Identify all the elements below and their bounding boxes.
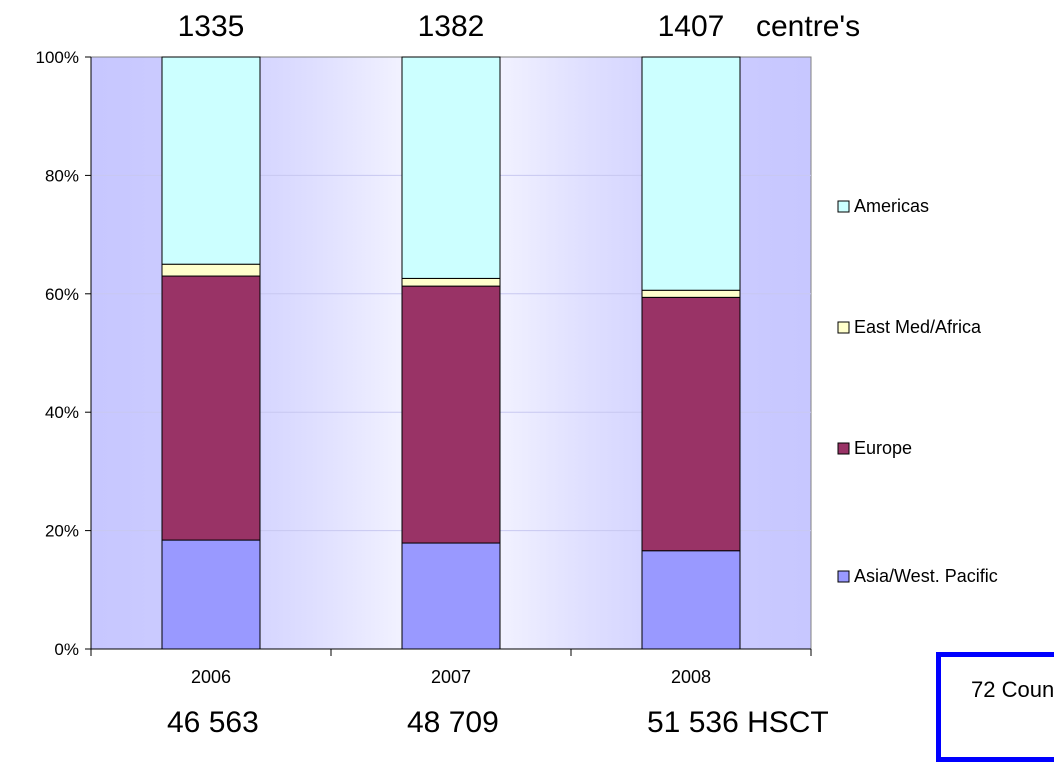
countries-callout: 72 Countries [936, 652, 1054, 762]
bar-segment-europe-2007 [401, 285, 501, 544]
legend-label: Americas [854, 196, 929, 216]
bar-segment-asia-west-pacific-2008 [641, 550, 741, 650]
bars [161, 56, 741, 650]
hsct-count-label: 46 563 [167, 706, 259, 739]
bar-segment-east-med-africa-2007 [401, 277, 501, 287]
bar-segment-americas-2008 [641, 56, 741, 291]
countries-callout-text: 72 Countries [971, 677, 1054, 702]
hsct-count-label: 48 709 [407, 706, 499, 739]
legend-swatch [837, 200, 850, 213]
centre-count-label: 1382 [418, 10, 485, 43]
bar-segment-asia-west-pacific-2006 [161, 539, 261, 650]
labels: 2006 1335 46 563 2007 1382 48 709 2008 1407 51 5… [167, 10, 860, 739]
legend-label: Europe [854, 438, 912, 458]
bar-segment-americas-2006 [161, 56, 261, 265]
bar-segment-americas-2007 [401, 56, 501, 279]
y-tick-label: 80% [45, 166, 79, 185]
bar-segment-asia-west-pacific-2007 [401, 542, 501, 650]
hsct-count-label: 51 536 HSCT [647, 706, 829, 739]
bar-segment-east-med-africa-2008 [641, 289, 741, 298]
centre-suffix-label: centre's [756, 10, 860, 43]
y-tick-label: 60% [45, 285, 79, 304]
x-tick-label: 2006 [191, 667, 231, 687]
x-tick-label: 2007 [431, 667, 471, 687]
axes: 0% 20% 40% 60% 80% 100% [36, 48, 812, 659]
y-tick-label: 0% [54, 640, 79, 659]
centre-count-label: 1407 [658, 10, 725, 43]
legend-label: Asia/West. Pacific [854, 566, 998, 586]
y-tick-label: 100% [36, 48, 79, 67]
legend-label: East Med/Africa [854, 317, 982, 337]
legend: Americas East Med/Africa Europe Asia/West. … [837, 196, 998, 586]
legend-swatch [837, 442, 850, 455]
legend-swatch [837, 570, 850, 583]
bar-segment-europe-2006 [161, 275, 261, 541]
y-tick-label: 40% [45, 403, 79, 422]
legend-swatch [837, 321, 850, 334]
bar-segment-europe-2008 [641, 296, 741, 552]
bar-segment-east-med-africa-2006 [161, 263, 261, 277]
centre-count-label: 1335 [178, 10, 245, 43]
y-tick-label: 20% [45, 522, 79, 541]
x-tick-label: 2008 [671, 667, 711, 687]
